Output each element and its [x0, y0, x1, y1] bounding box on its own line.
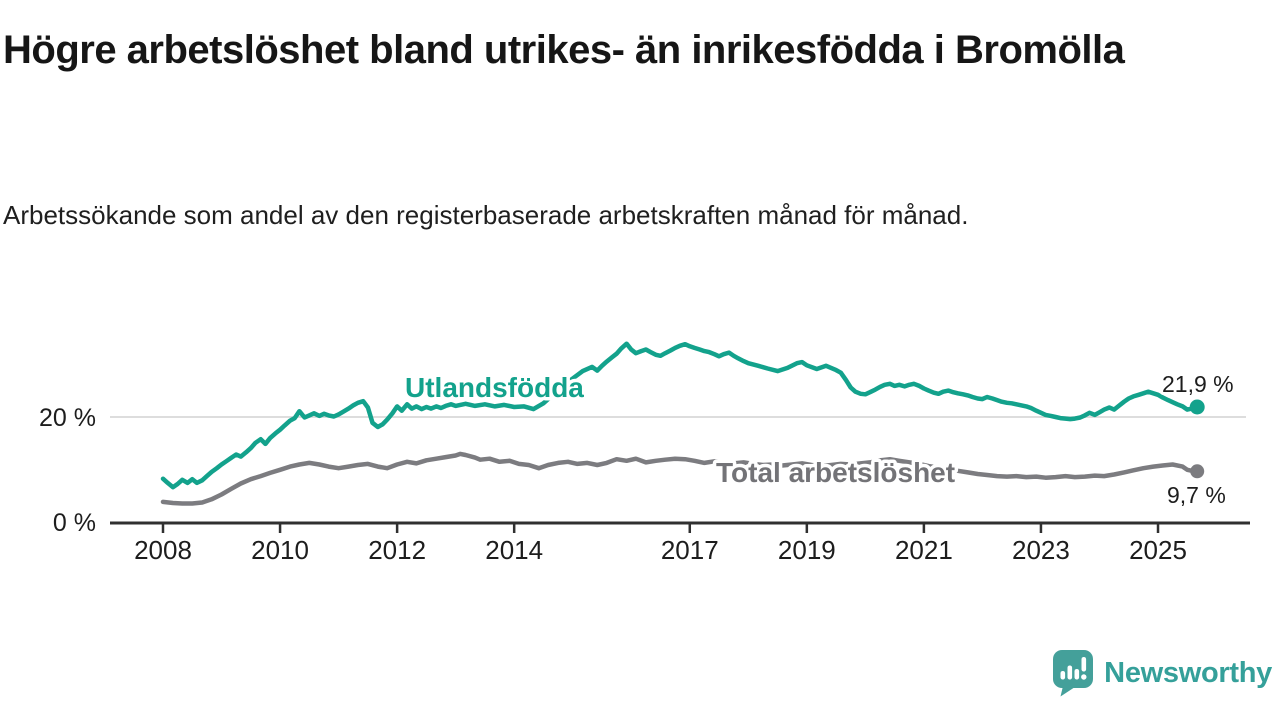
x-tick-label: 2019 — [778, 535, 836, 565]
total-end-dot — [1190, 464, 1205, 479]
x-tick-label: 2012 — [368, 535, 426, 565]
newsworthy-wordmark: Newsworthy — [1104, 656, 1272, 689]
utlandsfodda-end-dot — [1189, 399, 1205, 415]
newsworthy-logo[interactable]: Newsworthy — [1051, 649, 1272, 697]
total-end-value: 9,7 % — [1167, 482, 1226, 508]
x-tick-label: 2008 — [134, 535, 192, 565]
utlandsfodda-end-value: 21,9 % — [1162, 371, 1234, 397]
x-tick-label: 2010 — [251, 535, 309, 565]
chart-subtitle: Arbetssökande som andel av den registerb… — [3, 200, 969, 230]
total-line — [160, 451, 1200, 506]
x-tick-label: 2021 — [895, 535, 953, 565]
page-title: Högre arbetslöshet bland utrikes- än inr… — [3, 28, 1125, 72]
y-tick-label-20: 20 % — [39, 404, 96, 432]
x-axis-ticks: 2008 2010 2012 2014 2017 2019 2021 2023 2025 — [134, 524, 1187, 565]
x-tick-label: 2014 — [485, 535, 543, 565]
x-tick-label: 2023 — [1012, 535, 1070, 565]
total-label: Total arbetslöshet — [716, 457, 955, 488]
x-tick-label: 2025 — [1129, 535, 1187, 565]
y-tick-label-0: 0 % — [53, 509, 96, 537]
utlandsfodda-label: Utlandsfödda — [405, 372, 584, 403]
newsworthy-icon — [1053, 650, 1094, 697]
utlandsfodda-line — [160, 341, 1200, 490]
x-tick-label: 2017 — [661, 535, 719, 565]
